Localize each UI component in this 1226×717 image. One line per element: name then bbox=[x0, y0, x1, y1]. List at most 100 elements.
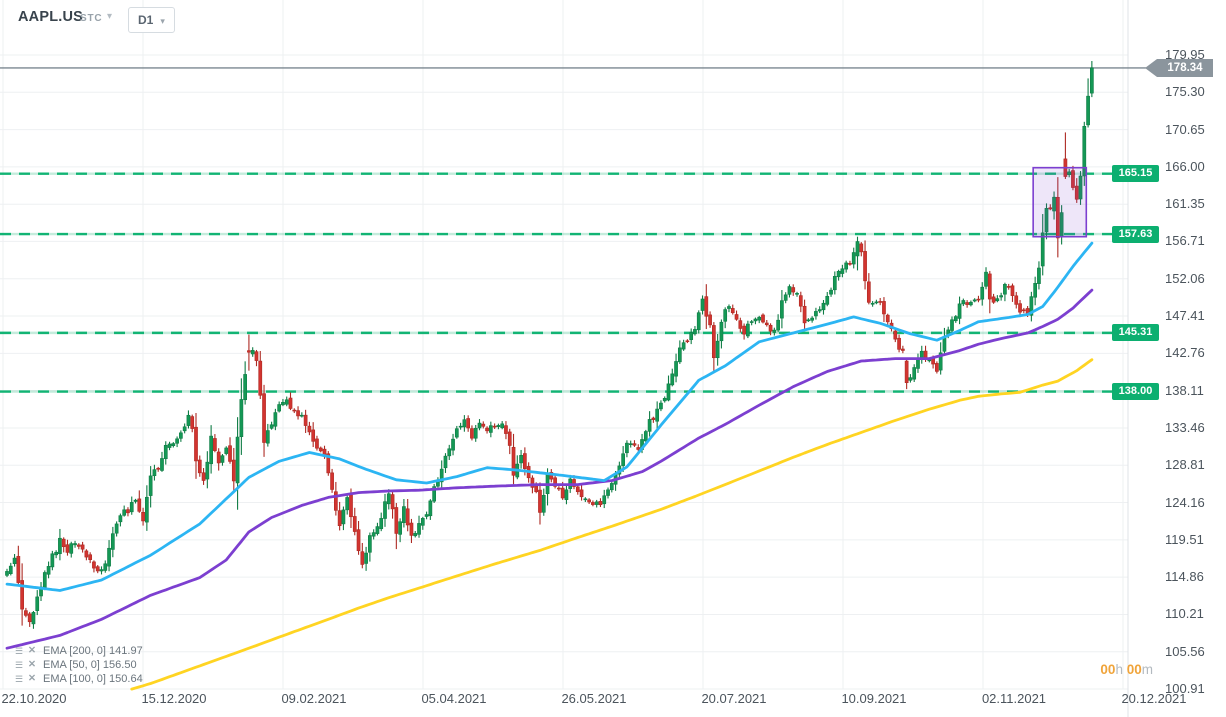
candle-body bbox=[1029, 296, 1034, 316]
candle-body bbox=[356, 529, 361, 552]
candle-body bbox=[1090, 67, 1094, 94]
candle-body bbox=[1010, 285, 1015, 296]
candle-body bbox=[825, 295, 830, 305]
candle-body bbox=[462, 419, 467, 428]
candle-body bbox=[61, 538, 66, 548]
price-axis-label: 142.76 bbox=[1165, 345, 1205, 361]
market-code[interactable]: STC bbox=[80, 13, 103, 24]
candle-body bbox=[704, 296, 709, 317]
candle-body bbox=[761, 314, 765, 323]
chevron-down-icon[interactable]: ▾ bbox=[107, 11, 113, 22]
price-axis-label: 161.35 bbox=[1165, 196, 1205, 212]
candle-body bbox=[50, 553, 55, 568]
chart-toolbar: AAPL.US STC ▾ D1 ▾ bbox=[0, 0, 1226, 40]
chevron-down-icon: ▾ bbox=[160, 16, 165, 26]
candle-body bbox=[315, 438, 319, 449]
candle-body bbox=[92, 561, 96, 569]
candle-body bbox=[432, 486, 436, 502]
level-price-badge: 138.00 bbox=[1112, 383, 1159, 401]
candle-body bbox=[594, 501, 599, 505]
candle-body bbox=[696, 312, 701, 331]
candle-body bbox=[481, 423, 486, 427]
candle-body bbox=[1078, 175, 1083, 200]
candle-body bbox=[220, 455, 225, 463]
candle-body bbox=[519, 455, 523, 464]
indicator-remove-icon[interactable]: ✕ bbox=[28, 659, 36, 670]
candle-body bbox=[764, 322, 769, 326]
candle-body bbox=[893, 330, 898, 340]
candle-body bbox=[560, 487, 565, 499]
candle-body bbox=[360, 551, 365, 565]
candle-body bbox=[239, 399, 244, 438]
candle-body bbox=[258, 360, 263, 396]
candle-body bbox=[413, 533, 418, 537]
candle-body bbox=[534, 485, 539, 493]
candle-body bbox=[1006, 286, 1011, 288]
candle-body bbox=[1067, 171, 1072, 175]
candle-body bbox=[953, 316, 958, 322]
candle-body bbox=[254, 351, 259, 361]
candle-body bbox=[296, 410, 300, 417]
candle-body bbox=[832, 276, 837, 291]
candle-body bbox=[878, 301, 883, 303]
candle-body bbox=[409, 522, 414, 536]
price-axis-label: 110.21 bbox=[1165, 606, 1204, 622]
candle-body bbox=[677, 347, 682, 363]
candle-body bbox=[213, 438, 217, 451]
candle-body bbox=[477, 422, 482, 429]
candle-body bbox=[734, 314, 739, 320]
indicator-properties-icon[interactable]: ☰ bbox=[15, 660, 24, 670]
consolidation-box[interactable] bbox=[1032, 166, 1088, 238]
candle-body bbox=[957, 303, 962, 319]
candle-body bbox=[772, 329, 777, 333]
level-price-badge: 157.63 bbox=[1112, 225, 1159, 243]
candle-body bbox=[681, 342, 686, 350]
candle-body bbox=[523, 453, 527, 469]
candle-body bbox=[281, 402, 285, 406]
price-axis-label: 138.11 bbox=[1165, 382, 1204, 398]
candle-body bbox=[693, 329, 697, 335]
indicator-remove-icon[interactable]: ✕ bbox=[28, 673, 36, 684]
candle-body bbox=[247, 350, 251, 353]
support-resistance-lines bbox=[0, 172, 1112, 393]
timeframe-selector[interactable]: D1 ▾ bbox=[128, 7, 175, 33]
timeframe-value: D1 bbox=[138, 13, 154, 27]
candle-body bbox=[1086, 95, 1090, 126]
candle-body bbox=[1037, 267, 1041, 284]
candle-body bbox=[137, 498, 142, 512]
candle-body bbox=[386, 493, 391, 505]
indicator-remove-icon[interactable]: ✕ bbox=[28, 645, 36, 656]
candle-body bbox=[700, 298, 705, 311]
candle-body bbox=[307, 425, 312, 433]
price-axis-label: 105.56 bbox=[1165, 643, 1205, 659]
indicator-label: EMA [50, 0] 156.50 bbox=[43, 659, 137, 671]
candle-body bbox=[364, 552, 368, 564]
indicator-legend: ☰ ✕ EMA [200, 0] 141.97 ☰ ✕ EMA [50, 0] 156.5… bbox=[15, 644, 143, 686]
candle-body bbox=[492, 425, 497, 428]
candle-body bbox=[504, 425, 508, 434]
candle-body bbox=[330, 472, 334, 490]
candle-body bbox=[167, 443, 172, 448]
candle-body bbox=[1044, 208, 1049, 233]
candle-body bbox=[485, 427, 489, 432]
candle-body bbox=[530, 477, 535, 488]
candle-body bbox=[20, 580, 24, 610]
indicator-properties-icon[interactable]: ☰ bbox=[15, 674, 24, 684]
candle-body bbox=[80, 544, 85, 550]
candle-body bbox=[141, 511, 145, 522]
candle-body bbox=[780, 300, 784, 319]
candle-body bbox=[651, 417, 656, 420]
candle-body bbox=[379, 518, 384, 530]
candle-body bbox=[814, 311, 818, 317]
candle-body bbox=[1003, 283, 1007, 295]
candle-body bbox=[175, 438, 179, 444]
candle-body bbox=[647, 419, 652, 432]
candle-body bbox=[500, 423, 505, 429]
candle-body bbox=[42, 572, 47, 588]
indicator-properties-icon[interactable]: ☰ bbox=[15, 646, 24, 656]
candle-body bbox=[69, 543, 74, 554]
candle-body bbox=[368, 535, 372, 553]
candle-body bbox=[84, 550, 89, 558]
symbol-name[interactable]: AAPL.US bbox=[18, 9, 84, 25]
